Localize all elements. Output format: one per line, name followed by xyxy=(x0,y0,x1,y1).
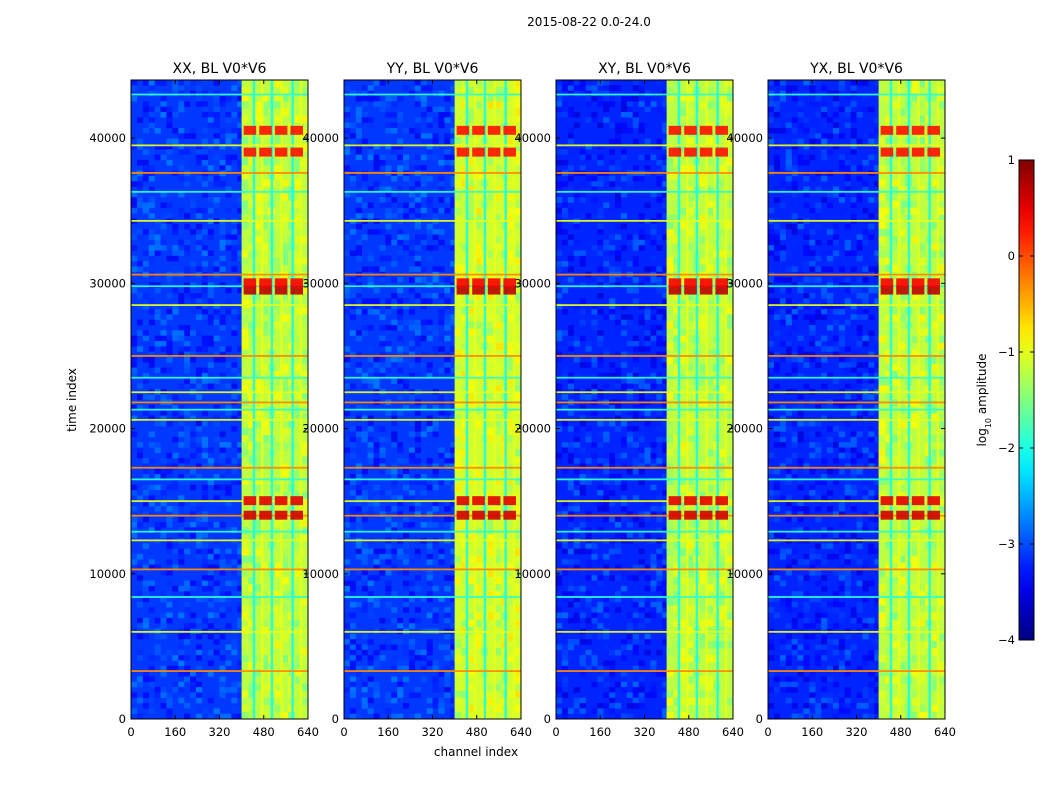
x-tick-label: 640 xyxy=(510,725,532,739)
panel-title: XX, BL V0*V6 xyxy=(173,61,267,77)
heatmap-image xyxy=(556,80,733,719)
panel-title: YY, BL V0*V6 xyxy=(386,61,479,77)
y-tick-label: 10000 xyxy=(726,567,763,581)
y-tick-label: 0 xyxy=(119,712,126,726)
panel-4: YX, BL V0*V6 0 160 320 480 640 0 10000 20000 3000… xyxy=(726,61,956,739)
y-tick-label: 10000 xyxy=(89,567,126,581)
x-tick-label: 320 xyxy=(846,725,868,739)
y-tick-label: 30000 xyxy=(89,276,126,290)
panel-title: YX, BL V0*V6 xyxy=(809,61,903,77)
y-tick-label: 0 xyxy=(544,712,551,726)
colorbar-tick-label: 1 xyxy=(1008,153,1015,167)
y-tick-label: 40000 xyxy=(514,131,551,145)
heatmap-panels: XX, BL V0*V6 0 160 320 480 640 0 10000 20000 3000… xyxy=(89,61,956,739)
x-tick-label: 640 xyxy=(722,725,744,739)
x-axis-label: channel index xyxy=(434,745,518,759)
x-tick-label: 480 xyxy=(678,725,700,739)
y-axis-label: time index xyxy=(65,368,79,432)
x-tick-label: 480 xyxy=(890,725,912,739)
colorbar-tick-label: −4 xyxy=(998,633,1015,647)
x-tick-label: 0 xyxy=(127,725,134,739)
figure-title: 2015-08-22 0.0-24.0 xyxy=(527,15,651,29)
heatmap-image xyxy=(344,80,521,719)
x-tick-label: 160 xyxy=(589,725,611,739)
x-tick-label: 640 xyxy=(934,725,956,739)
y-tick-label: 10000 xyxy=(514,567,551,581)
colorbar-tick-label: −3 xyxy=(998,537,1015,551)
y-tick-label: 30000 xyxy=(726,276,763,290)
x-tick-label: 160 xyxy=(164,725,186,739)
colorbar-label: log10 amplitude xyxy=(975,354,993,447)
x-tick-label: 0 xyxy=(552,725,559,739)
colorbar-tick-label: −2 xyxy=(998,441,1015,455)
x-tick-label: 320 xyxy=(209,725,231,739)
y-tick-label: 20000 xyxy=(514,422,551,436)
panel-2: YY, BL V0*V6 0 160 320 480 640 0 10000 20000 3000… xyxy=(302,61,532,739)
x-tick-label: 160 xyxy=(377,725,399,739)
y-tick-label: 30000 xyxy=(514,276,551,290)
x-tick-label: 480 xyxy=(253,725,275,739)
heatmap-image xyxy=(131,80,308,719)
x-tick-label: 160 xyxy=(801,725,823,739)
y-tick-label: 40000 xyxy=(726,131,763,145)
y-tick-label: 40000 xyxy=(89,131,126,145)
panel-1: XX, BL V0*V6 0 160 320 480 640 0 10000 20000 3000… xyxy=(89,61,319,739)
colorbar: 1 0 −1 −2 −3 −4 log10 amplitude xyxy=(975,153,1035,647)
panel-title: XY, BL V0*V6 xyxy=(598,61,691,77)
y-tick-label: 20000 xyxy=(89,422,126,436)
y-tick-label: 10000 xyxy=(302,567,339,581)
y-tick-label: 0 xyxy=(756,712,763,726)
y-tick-label: 40000 xyxy=(302,131,339,145)
panel-3: XY, BL V0*V6 0 160 320 480 640 0 10000 20000 3000… xyxy=(514,61,744,739)
y-tick-label: 0 xyxy=(332,712,339,726)
x-tick-label: 480 xyxy=(466,725,488,739)
x-tick-label: 0 xyxy=(764,725,771,739)
colorbar-tick-label: 0 xyxy=(1008,249,1015,263)
x-tick-label: 640 xyxy=(297,725,319,739)
x-tick-label: 320 xyxy=(634,725,656,739)
y-tick-label: 30000 xyxy=(302,276,339,290)
y-tick-label: 20000 xyxy=(726,422,763,436)
x-tick-label: 320 xyxy=(422,725,444,739)
colorbar-gradient xyxy=(1018,159,1035,641)
heatmap-image xyxy=(768,80,945,719)
colorbar-tick-label: −1 xyxy=(998,345,1015,359)
y-tick-label: 20000 xyxy=(302,422,339,436)
x-tick-label: 0 xyxy=(340,725,347,739)
